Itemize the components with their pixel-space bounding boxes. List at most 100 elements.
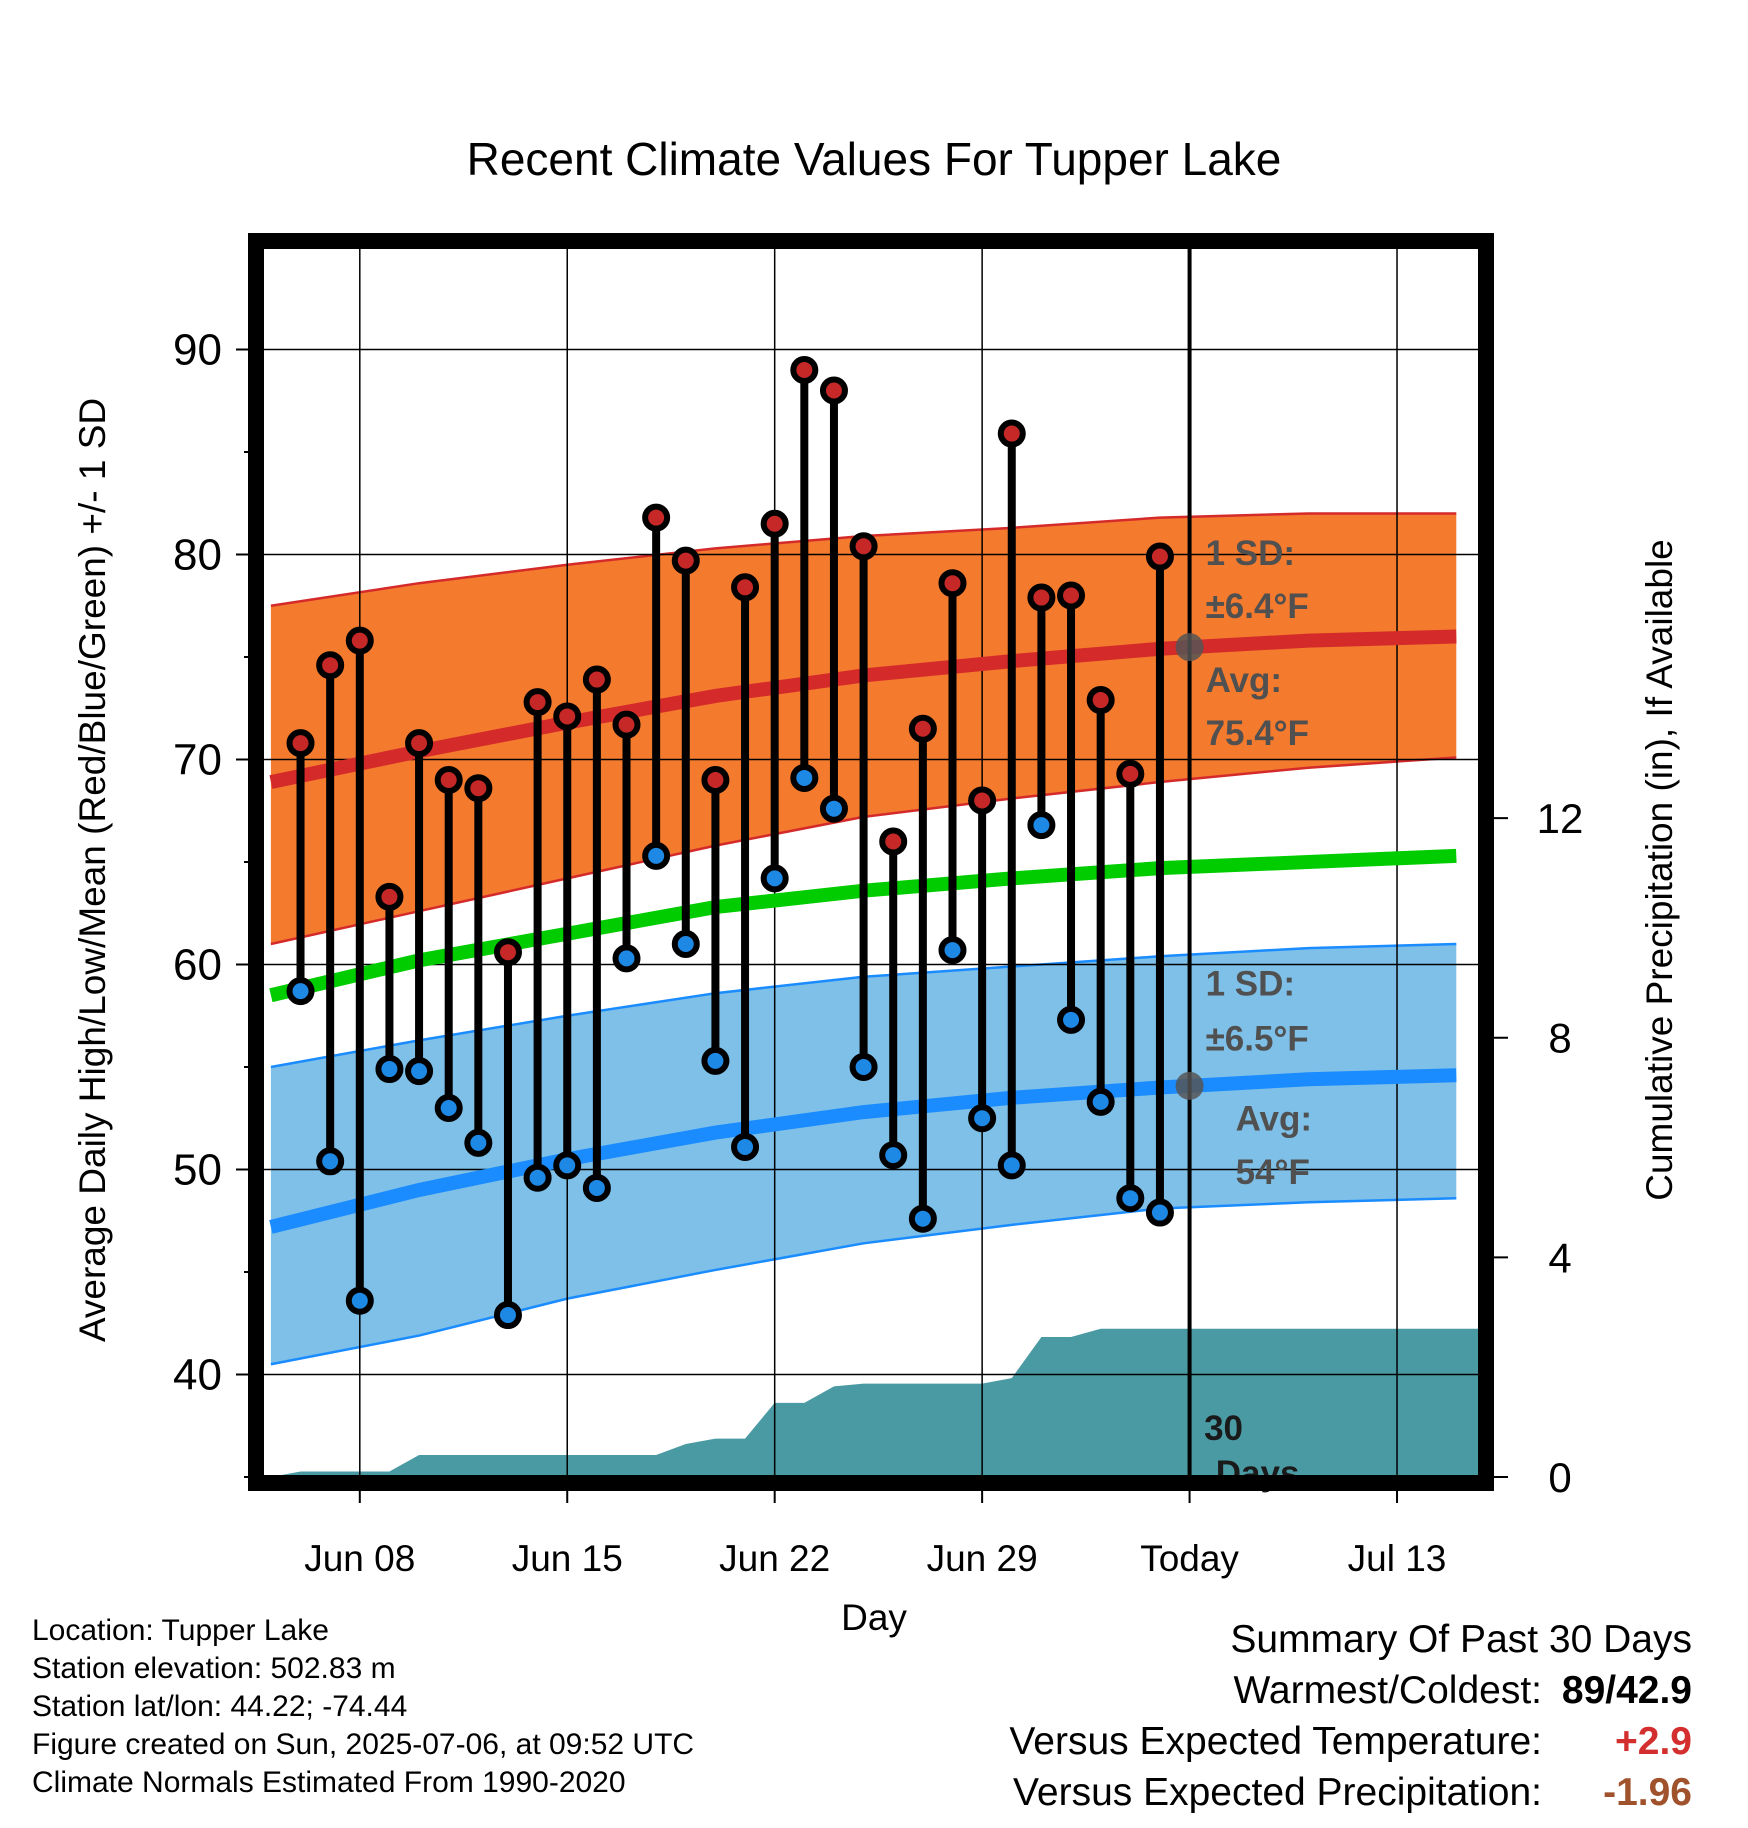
daily-high-point (1027, 583, 1056, 612)
daily-low-point (316, 1147, 345, 1176)
daily-low-point (1145, 1198, 1174, 1227)
summary-title: Summary Of Past 30 Days (1230, 1618, 1692, 1661)
high-sd-label: 1 SD: (1206, 534, 1295, 573)
daily-low-point (731, 1132, 760, 1161)
daily-low-point (582, 1173, 611, 1202)
daily-low-point (612, 944, 641, 973)
daily-low-point (968, 1104, 997, 1133)
high-sd-value: ±6.4°F (1206, 587, 1309, 626)
daily-high-point (790, 356, 819, 384)
latlon-text: Station lat/lon: 44.22; -74.44 (32, 1690, 408, 1723)
daily-low-point (790, 763, 819, 792)
daily-high-point (997, 419, 1026, 448)
precip-value: -1.96 (1603, 1771, 1692, 1814)
daily-high-point (731, 573, 760, 602)
created-text: Figure created on Sun, 2025-07-06, at 09… (32, 1728, 695, 1761)
low-avg-label: Avg: (1236, 1100, 1312, 1139)
daily-low-point (908, 1204, 937, 1233)
daily-low-point (493, 1301, 522, 1330)
daily-high-point (582, 665, 611, 694)
daily-high-point (612, 710, 641, 739)
low-avg-value: 54°F (1236, 1153, 1310, 1192)
daily-high-point (405, 729, 434, 758)
normal-line-normal-low (269, 1068, 1457, 1234)
daily-high-point (345, 626, 374, 655)
daily-high-point (968, 786, 997, 815)
chart-title: Recent Climate Values For Tupper Lake (467, 133, 1282, 185)
daily-high-point (1145, 542, 1174, 571)
daily-high-point (375, 882, 404, 911)
x-tick-label: Jun 22 (719, 1538, 830, 1579)
temp-row: Versus Expected Temperature: +2.9 (932, 1716, 1692, 1767)
daily-high-point (1057, 581, 1086, 610)
daily-low-point (405, 1057, 434, 1086)
precip-row: Versus Expected Precipitation: -1.96 (932, 1767, 1692, 1818)
daily-high-point (286, 729, 315, 758)
daily-high-point (938, 569, 967, 598)
daily-low-point (642, 841, 671, 870)
low-sd-label: 1 SD: (1206, 964, 1295, 1003)
y2-tick-label: 12 (1537, 795, 1584, 842)
plot-frame (248, 233, 1494, 1491)
daily-low-point (819, 794, 848, 823)
daily-high-point (523, 688, 552, 717)
daily-high-point (671, 546, 700, 575)
plot-area (262, 247, 1480, 1477)
y-tick-label: 40 (173, 1351, 222, 1400)
daily-low-point (434, 1094, 463, 1122)
daily-low-point (286, 977, 315, 1006)
precipitation-area (270, 1328, 1480, 1477)
y-tick-label: 80 (173, 531, 222, 580)
daily-low-point (1057, 1005, 1086, 1034)
daily-low-point (1116, 1184, 1145, 1213)
daily-high-point (701, 766, 730, 794)
x-tick-label: Jun 15 (512, 1538, 623, 1579)
y-tick-label: 70 (173, 736, 222, 785)
x-tick-label: Jun 08 (304, 1538, 415, 1579)
temp-value: +2.9 (1615, 1720, 1692, 1763)
y-tick-label: 50 (173, 1146, 222, 1195)
high-avg-label: Avg: (1206, 661, 1282, 700)
daily-low-point (938, 936, 967, 965)
daily-high-point (908, 714, 937, 743)
daily-low-point (671, 930, 700, 958)
high-avg-value: 75.4°F (1206, 714, 1310, 753)
location-text: Location: Tupper Lake (32, 1614, 329, 1647)
elevation-text: Station elevation: 502.83 m (32, 1652, 396, 1685)
normals-text: Climate Normals Estimated From 1990-2020 (32, 1766, 626, 1799)
warmest-coldest-label: Warmest/Coldest: (1233, 1669, 1542, 1712)
today-avg-high-marker (1175, 633, 1204, 662)
daily-low-point (523, 1163, 552, 1192)
band-edge-lower-low (270, 1196, 1457, 1366)
warmest-coldest-value: 89/42.9 (1561, 1669, 1692, 1712)
y2-tick-label: 8 (1548, 1015, 1571, 1062)
daily-high-point (464, 774, 493, 803)
daily-high-point (553, 702, 582, 731)
daily-high-point (642, 503, 671, 532)
today-avg-low-marker (1175, 1071, 1204, 1100)
x-tick-label: Jun 29 (927, 1538, 1038, 1579)
daily-high-point (434, 766, 463, 794)
y-axis-label: Average Daily High/Low/Mean (Red/Blue/Gr… (72, 398, 113, 1342)
x-tick-label: Today (1140, 1538, 1239, 1579)
daily-low-point (760, 864, 789, 893)
warmest-coldest-row: Warmest/Coldest: 89/42.9 (932, 1665, 1692, 1716)
daily-high-point (1086, 686, 1115, 715)
daily-low-point (375, 1055, 404, 1084)
daily-low-point (345, 1286, 374, 1315)
daily-low-point (849, 1053, 878, 1081)
daily-low-point (1027, 811, 1056, 840)
days-count-number: 30 (1204, 1409, 1243, 1448)
x-tick-label: Jul 13 (1348, 1538, 1447, 1579)
y2-axis-label: Cumulative Precipitation (in), If Availa… (1639, 539, 1680, 1201)
daily-low-point (553, 1151, 582, 1180)
summary-panel: Summary Of Past 30 Days Warmest/Coldest:… (932, 1614, 1692, 1818)
daily-low-point (1086, 1087, 1115, 1116)
daily-high-point (1116, 759, 1145, 788)
daily-low-point (997, 1151, 1026, 1180)
y2-tick-label: 0 (1548, 1454, 1571, 1501)
temp-label: Versus Expected Temperature: (1009, 1720, 1542, 1763)
daily-high-point (849, 532, 878, 561)
station-info: Location: Tupper Lake Station elevation:… (32, 1612, 694, 1802)
